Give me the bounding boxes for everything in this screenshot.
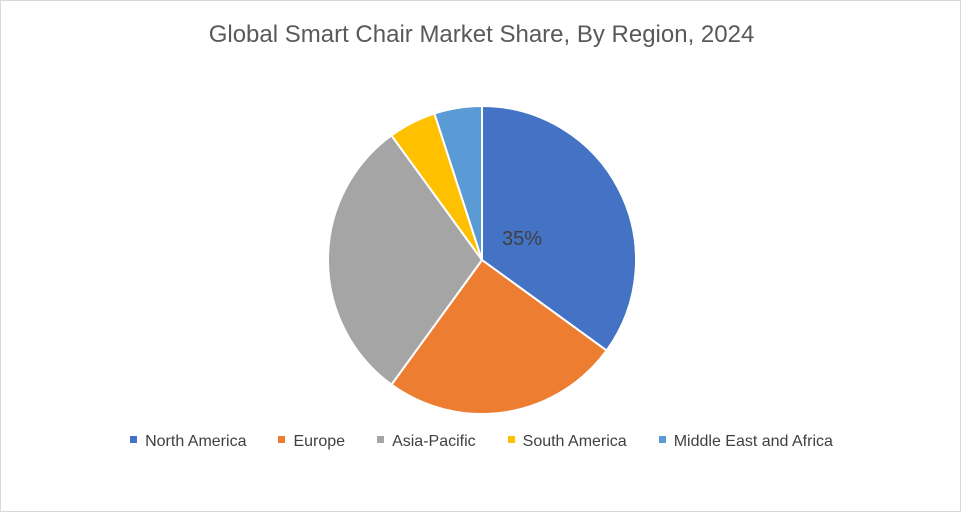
legend-label: South America (522, 433, 627, 450)
legend-item-asia-pacific: Asia-Pacific (377, 433, 476, 451)
legend-label: Asia-Pacific (392, 433, 476, 450)
legend-label: Europe (293, 433, 346, 450)
data-label-north-america: 35% (502, 228, 542, 250)
chart-title: Global Smart Chair Market Share, By Regi… (208, 21, 755, 48)
legend-swatch (377, 436, 385, 444)
chart-legend: North America Europe Asia-Pacific South Ame… (1, 433, 961, 451)
pie-slice-middle-east-and-africa (433, 104, 483, 261)
pie-slice-europe (390, 258, 608, 415)
legend-swatch (658, 436, 666, 444)
legend-swatch (507, 436, 515, 444)
pie-slice-north-america (481, 104, 637, 352)
legend-swatch (278, 436, 286, 444)
legend-item-south-america: South America (507, 433, 627, 451)
legend-item-north-america: North America (130, 433, 246, 451)
legend-label: Middle East and Africa (673, 433, 833, 450)
legend-item-europe: Europe (278, 433, 345, 451)
legend-label: North America (145, 433, 247, 450)
legend-swatch (130, 436, 138, 444)
legend-item-middle-east-and-africa: Middle East and Africa (658, 433, 833, 451)
pie-slice-asia-pacific (327, 134, 484, 386)
